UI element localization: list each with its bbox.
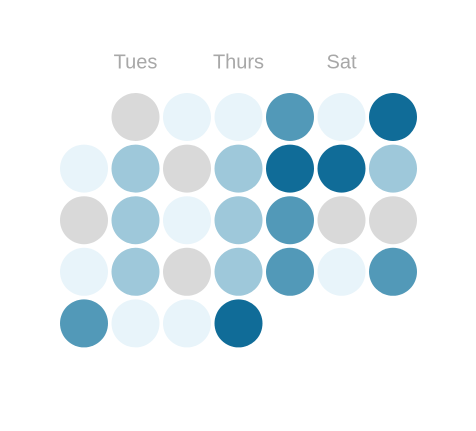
day-cell <box>317 144 366 193</box>
day-cell <box>317 196 366 245</box>
day-cell <box>317 93 366 141</box>
day-label: Tues <box>114 51 158 73</box>
day-cell <box>214 196 263 245</box>
day-cell <box>163 196 211 245</box>
day-cell <box>266 93 314 141</box>
day-label: Sat <box>326 51 356 73</box>
day-cell <box>111 299 160 348</box>
day-cell <box>163 93 211 141</box>
day-cell <box>111 93 160 141</box>
day-cell <box>317 247 366 296</box>
day-cell <box>266 247 314 296</box>
day-cell <box>111 247 160 296</box>
day-cell <box>214 247 263 296</box>
day-cell <box>214 144 263 193</box>
day-cell <box>163 144 211 193</box>
day-cell <box>111 196 160 245</box>
day-cell <box>111 144 160 193</box>
day-cell <box>214 299 263 348</box>
day-label: Thurs <box>213 51 264 73</box>
day-cell <box>163 247 211 296</box>
day-cell <box>369 144 417 193</box>
day-cell <box>369 196 417 245</box>
day-cell <box>266 196 314 245</box>
day-cell <box>369 93 417 141</box>
day-cell <box>214 93 263 141</box>
day-cell <box>60 144 108 193</box>
day-cell <box>369 247 417 296</box>
day-cell <box>60 196 108 245</box>
day-cell <box>60 299 108 348</box>
day-cell <box>163 299 211 348</box>
day-cell <box>60 247 108 296</box>
day-cell <box>266 144 314 193</box>
